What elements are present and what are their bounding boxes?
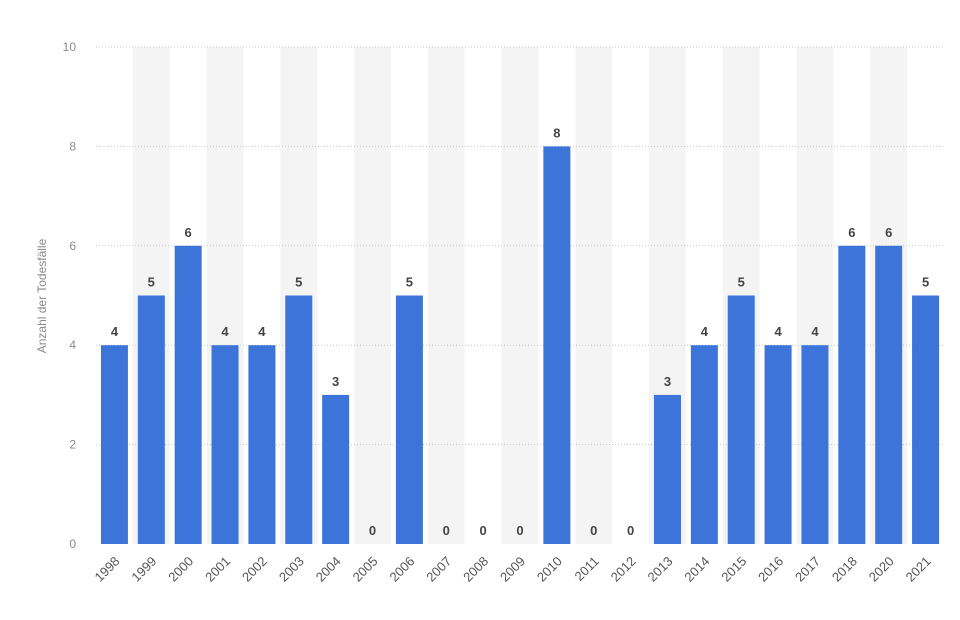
bar-1999[interactable] (137, 295, 165, 545)
bar-2004[interactable] (322, 394, 350, 544)
bar-2016[interactable] (764, 345, 792, 544)
value-label-2009: 0 (516, 523, 523, 538)
value-label-2018: 6 (848, 225, 855, 240)
value-label-2020: 6 (885, 225, 892, 240)
value-label-2011: 0 (590, 523, 597, 538)
bar-2010[interactable] (543, 146, 571, 544)
value-label-2001: 4 (221, 324, 229, 339)
value-label-2017: 4 (811, 324, 819, 339)
bar-2006[interactable] (395, 295, 423, 545)
value-label-2012: 0 (627, 523, 634, 538)
x-tick-labels: 1998 1999 2000 2001 2002 2003 2004 2005 2006 2007… (91, 554, 933, 585)
value-label-2005: 0 (369, 523, 376, 538)
value-label-2021: 5 (922, 275, 929, 290)
value-label-2016: 4 (774, 324, 782, 339)
x-tick-label-2016: 2016 (755, 554, 786, 585)
bar-2001[interactable] (211, 345, 239, 544)
x-tick-label-2006: 2006 (386, 554, 417, 585)
x-tick-label-2010: 2010 (534, 554, 565, 585)
value-label-2008: 0 (480, 523, 487, 538)
value-label-2002: 4 (258, 324, 266, 339)
value-labels: 4 5 6 4 4 5 3 0 5 0 0 0 8 0 0 3 4 5 4 4 6 6 5 (111, 125, 929, 538)
bar-1998[interactable] (100, 345, 128, 544)
y-tick-label: 6 (69, 239, 76, 253)
bar-2013[interactable] (653, 394, 681, 544)
bar-2021[interactable] (912, 295, 940, 545)
value-label-2015: 5 (738, 275, 745, 290)
x-tick-label-1998: 1998 (91, 554, 122, 585)
y-tick-label: 10 (63, 40, 77, 54)
bar-2015[interactable] (727, 295, 755, 545)
x-tick-label-2013: 2013 (645, 554, 676, 585)
x-tick-label-2012: 2012 (608, 554, 639, 585)
background-band (575, 47, 613, 544)
value-label-2004: 3 (332, 374, 339, 389)
x-tick-label-2017: 2017 (792, 554, 823, 585)
bar-2020[interactable] (875, 245, 903, 545)
value-label-1998: 4 (111, 324, 119, 339)
background-band (354, 47, 391, 544)
bars-group (100, 146, 940, 545)
x-tick-label-2005: 2005 (350, 554, 381, 585)
x-tick-label-2011: 2011 (571, 554, 601, 584)
x-tick-label-1999: 1999 (128, 554, 159, 585)
value-label-2007: 0 (443, 523, 450, 538)
x-tick-label-2009: 2009 (497, 554, 528, 585)
x-tick-label-2007: 2007 (423, 554, 454, 585)
value-label-2000: 6 (185, 225, 192, 240)
value-label-2010: 8 (553, 125, 560, 140)
bar-2003[interactable] (285, 295, 313, 545)
background-band (427, 47, 465, 544)
bar-2014[interactable] (690, 345, 718, 544)
x-tick-label-2003: 2003 (276, 554, 307, 585)
x-tick-label-2021: 2021 (903, 554, 934, 585)
y-tick-label: 8 (69, 139, 76, 153)
background-band (501, 47, 539, 544)
y-axis-title: Anzahl der Todesfälle (35, 238, 49, 353)
x-tick-label-2015: 2015 (718, 554, 749, 585)
bar-2018[interactable] (838, 245, 866, 545)
x-tick-label-2008: 2008 (460, 554, 491, 585)
value-label-2006: 5 (406, 275, 413, 290)
bar-2002[interactable] (248, 345, 276, 544)
value-label-2014: 4 (701, 324, 709, 339)
x-tick-label-2020: 2020 (866, 554, 897, 585)
x-tick-label-2001: 2001 (202, 554, 233, 585)
x-tick-label-2004: 2004 (313, 554, 344, 585)
y-tick-label: 0 (69, 537, 76, 551)
value-label-1999: 5 (148, 275, 155, 290)
y-tick-label: 4 (69, 338, 76, 352)
y-tick-label: 2 (69, 438, 76, 452)
x-tick-label-2014: 2014 (681, 554, 712, 585)
y-tick-labels: 0 2 4 6 8 10 (63, 40, 77, 551)
x-tick-label-2000: 2000 (165, 554, 196, 585)
bar-2000[interactable] (174, 245, 202, 545)
value-label-2013: 3 (664, 374, 671, 389)
x-tick-label-2018: 2018 (829, 554, 860, 585)
bar-2017[interactable] (801, 345, 829, 544)
value-label-2003: 5 (295, 275, 302, 290)
x-tick-label-2002: 2002 (239, 554, 270, 585)
